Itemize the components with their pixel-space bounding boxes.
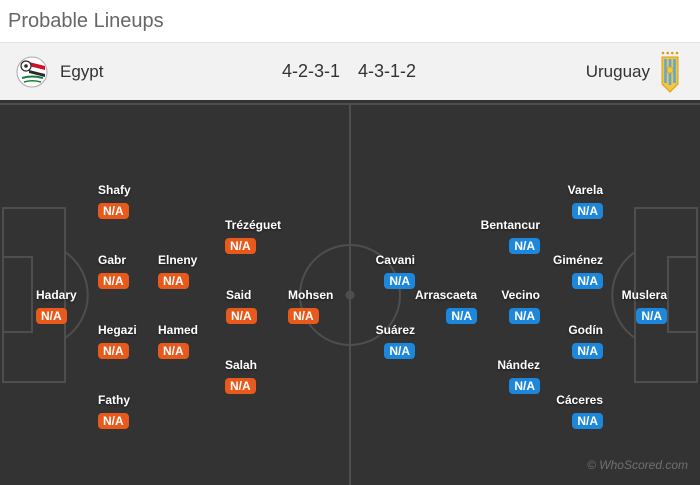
player-rating-badge: N/A xyxy=(98,203,129,219)
player-name: Varela xyxy=(567,183,603,197)
player-cáceres: Cáceres N/A xyxy=(556,394,603,429)
away-team-name: Uruguay xyxy=(585,61,650,81)
player-trézéguet: Trézéguet N/A xyxy=(225,219,281,254)
player-name: Suárez xyxy=(375,323,415,337)
teams-bar: Egypt 4-2-3-1 4-3-1-2 Uruguay xyxy=(0,42,700,100)
player-rating-badge: N/A xyxy=(98,343,129,359)
player-name: Vecino xyxy=(501,288,540,302)
player-vecino: Vecino N/A xyxy=(501,289,540,324)
player-name: Salah xyxy=(225,358,258,372)
egypt-crest-icon xyxy=(16,56,48,87)
player-rating-badge: N/A xyxy=(509,238,540,254)
player-rating-badge: N/A xyxy=(226,308,257,324)
away-team: Uruguay xyxy=(416,50,700,94)
player-hegazi: Hegazi N/A xyxy=(98,324,137,359)
player-name: Hamed xyxy=(158,323,199,337)
player-name: Godín xyxy=(568,323,603,337)
player-name: Trézéguet xyxy=(225,218,282,232)
player-hadary: Hadary N/A xyxy=(36,289,77,324)
player-rating-badge: N/A xyxy=(225,238,256,254)
player-rating-badge: N/A xyxy=(225,378,256,394)
player-cavani: Cavani N/A xyxy=(376,254,415,289)
player-rating-badge: N/A xyxy=(36,308,67,324)
player-rating-badge: N/A xyxy=(288,308,319,324)
home-team: Egypt xyxy=(0,55,282,89)
player-name: Gabr xyxy=(98,253,127,267)
player-giménez: Giménez N/A xyxy=(553,254,603,289)
player-muslera: Muslera N/A xyxy=(622,289,667,324)
player-bentancur: Bentancur N/A xyxy=(481,219,540,254)
player-name: Cavani xyxy=(375,253,415,267)
formations: 4-2-3-1 4-3-1-2 xyxy=(282,61,416,82)
player-suárez: Suárez N/A xyxy=(376,324,415,359)
player-name: Elneny xyxy=(158,253,198,267)
home-formation: 4-2-3-1 xyxy=(281,61,340,81)
player-gabr: Gabr N/A xyxy=(98,254,129,289)
player-name: Cáceres xyxy=(556,393,603,407)
player-rating-badge: N/A xyxy=(509,378,540,394)
player-varela: Varela N/A xyxy=(568,184,603,219)
player-arrascaeta: Arrascaeta N/A xyxy=(415,289,477,324)
home-team-name: Egypt xyxy=(60,61,104,81)
player-rating-badge: N/A xyxy=(158,273,189,289)
player-name: Giménez xyxy=(552,253,603,267)
player-rating-badge: N/A xyxy=(572,343,603,359)
player-name: Fathy xyxy=(98,393,131,407)
watermark: © WhoScored.com xyxy=(587,458,688,472)
player-rating-badge: N/A xyxy=(572,203,603,219)
player-name: Muslera xyxy=(621,288,667,302)
player-rating-badge: N/A xyxy=(384,273,415,289)
player-name: Arrascaeta xyxy=(414,288,477,302)
player-rating-badge: N/A xyxy=(158,343,189,359)
player-rating-badge: N/A xyxy=(509,308,540,324)
player-name: Shafy xyxy=(98,183,131,197)
pitch-markings xyxy=(0,103,700,485)
player-said: Said N/A xyxy=(226,289,257,324)
player-nández: Nández N/A xyxy=(497,359,540,394)
player-name: Said xyxy=(226,288,252,302)
player-name: Hegazi xyxy=(98,323,137,337)
player-rating-badge: N/A xyxy=(384,343,415,359)
player-rating-badge: N/A xyxy=(636,308,667,324)
player-rating-badge: N/A xyxy=(98,413,129,429)
player-name: Nández xyxy=(497,358,540,372)
player-salah: Salah N/A xyxy=(225,359,257,394)
uruguay-crest-icon xyxy=(661,51,679,93)
player-name: Bentancur xyxy=(480,218,540,232)
player-fathy: Fathy N/A xyxy=(98,394,130,429)
player-name: Mohsen xyxy=(288,288,334,302)
player-shafy: Shafy N/A xyxy=(98,184,131,219)
away-formation: 4-3-1-2 xyxy=(358,61,417,81)
player-elneny: Elneny N/A xyxy=(158,254,197,289)
page-title: Probable Lineups xyxy=(8,9,164,32)
player-mohsen: Mohsen N/A xyxy=(288,289,333,324)
pitch: Hadary N/A Shafy N/A Gabr N/A Hegazi N/A Fathy N/… xyxy=(0,100,700,485)
player-hamed: Hamed N/A xyxy=(158,324,198,359)
player-name: Hadary xyxy=(36,288,77,302)
player-rating-badge: N/A xyxy=(572,413,603,429)
player-rating-badge: N/A xyxy=(572,273,603,289)
player-rating-badge: N/A xyxy=(446,308,477,324)
player-godín: Godín N/A xyxy=(568,324,603,359)
title-bar: Probable Lineups xyxy=(0,0,700,42)
player-rating-badge: N/A xyxy=(98,273,129,289)
